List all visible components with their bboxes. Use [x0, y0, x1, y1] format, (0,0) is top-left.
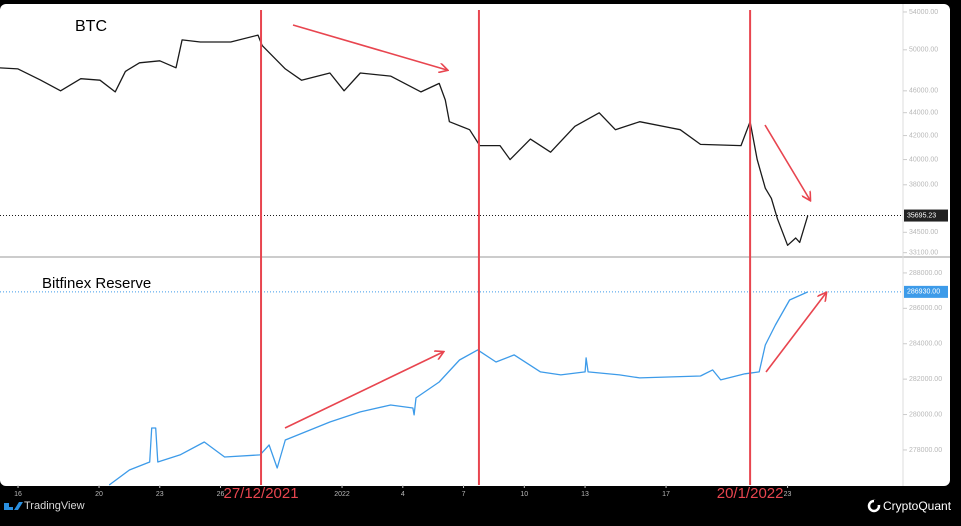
footer-text: TradingView	[24, 500, 85, 512]
y-tick-label: 284000.00	[909, 341, 942, 348]
y-tick-label: 42000.00	[909, 132, 938, 139]
marker-label: 27/12/2021	[223, 485, 298, 502]
x-tick-label: 17	[662, 491, 670, 498]
marker-label: 20/1/2022	[717, 485, 784, 502]
series-line	[108, 291, 809, 486]
x-tick-label: 23	[156, 491, 164, 498]
panel-title: BTC	[75, 18, 107, 35]
x-tick-label: 7	[462, 491, 466, 498]
chart-area	[0, 4, 950, 486]
last-value-box	[904, 209, 948, 222]
y-tick-label: 278000.00	[909, 447, 942, 454]
x-tick-label: 23	[784, 491, 792, 498]
arrow	[764, 124, 810, 200]
x-tick-label: 2022	[334, 491, 350, 498]
panel-title: Bitfinex Reserve	[42, 275, 151, 292]
tradingview-logo	[4, 502, 23, 510]
x-tick-label: 20	[95, 491, 103, 498]
last-value-box	[904, 285, 948, 298]
cryptoquant-logo	[867, 499, 881, 513]
y-tick-label: 38000.00	[909, 182, 938, 189]
x-tick-label: 16	[14, 491, 22, 498]
arrow	[284, 352, 443, 429]
series-line	[0, 34, 809, 246]
y-tick-label: 280000.00	[909, 411, 942, 418]
y-tick-label: 286000.00	[909, 305, 942, 312]
y-tick-label: 46000.00	[909, 88, 938, 95]
x-tick-label: 10	[520, 491, 528, 498]
y-tick-label: 50000.00	[909, 47, 938, 54]
arrow	[765, 293, 826, 373]
plot: 54000.00 50000.00 46000.00 44000.00 42000.00…	[0, 9, 948, 502]
last-value-label: 286930.00	[907, 289, 940, 296]
last-value-label: 35695.23	[907, 212, 936, 219]
y-tick-label: 288000.00	[909, 270, 942, 277]
footer-text: CryptoQuant	[883, 499, 952, 513]
arrow	[292, 24, 447, 70]
y-tick-label: 282000.00	[909, 376, 942, 383]
annotation-arrows	[284, 24, 826, 429]
y-tick-label: 33100.00	[909, 250, 938, 257]
y-tick-label: 34500.00	[909, 229, 938, 236]
x-tick-label: 4	[401, 491, 405, 498]
x-tick-label: 13	[581, 491, 589, 498]
y-tick-label: 40000.00	[909, 156, 938, 163]
y-tick-label: 44000.00	[909, 110, 938, 117]
x-tick-label: 26	[217, 491, 225, 498]
y-tick-label: 54000.00	[909, 9, 938, 16]
